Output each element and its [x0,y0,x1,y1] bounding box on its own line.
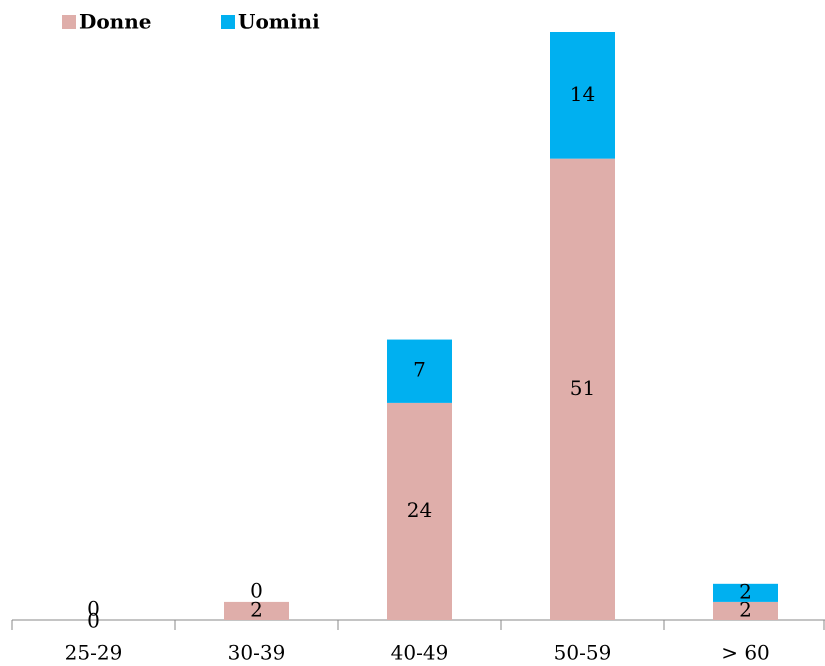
legend-swatch [221,15,235,29]
bar-segment [713,583,778,602]
bar-segment [713,601,778,620]
x-tick-label: 50-59 [554,641,612,665]
bar-segment [550,158,615,620]
x-tick-label: 40-49 [391,641,449,665]
bar-segment [224,601,289,620]
data-label: 2 [250,597,263,621]
data-label: 2 [739,579,752,603]
data-label: 51 [570,376,595,400]
legend-text: Donne [79,10,152,34]
data-label: 24 [407,498,432,522]
data-label: 0 [87,609,100,633]
bar-segment [550,32,615,159]
data-label: 7 [413,358,426,382]
x-tick-label: > 60 [721,641,770,665]
x-tick-label: 25-29 [65,641,123,665]
x-tick-label: 30-39 [228,641,286,665]
data-label: 2 [739,597,752,621]
bar-segment [387,339,452,403]
data-label: 0 [87,597,100,621]
legend-text: Uomini [238,10,320,34]
data-label: 14 [570,82,595,106]
data-label: 0 [250,578,263,602]
bar-segment [387,402,452,620]
legend-swatch [62,15,76,29]
